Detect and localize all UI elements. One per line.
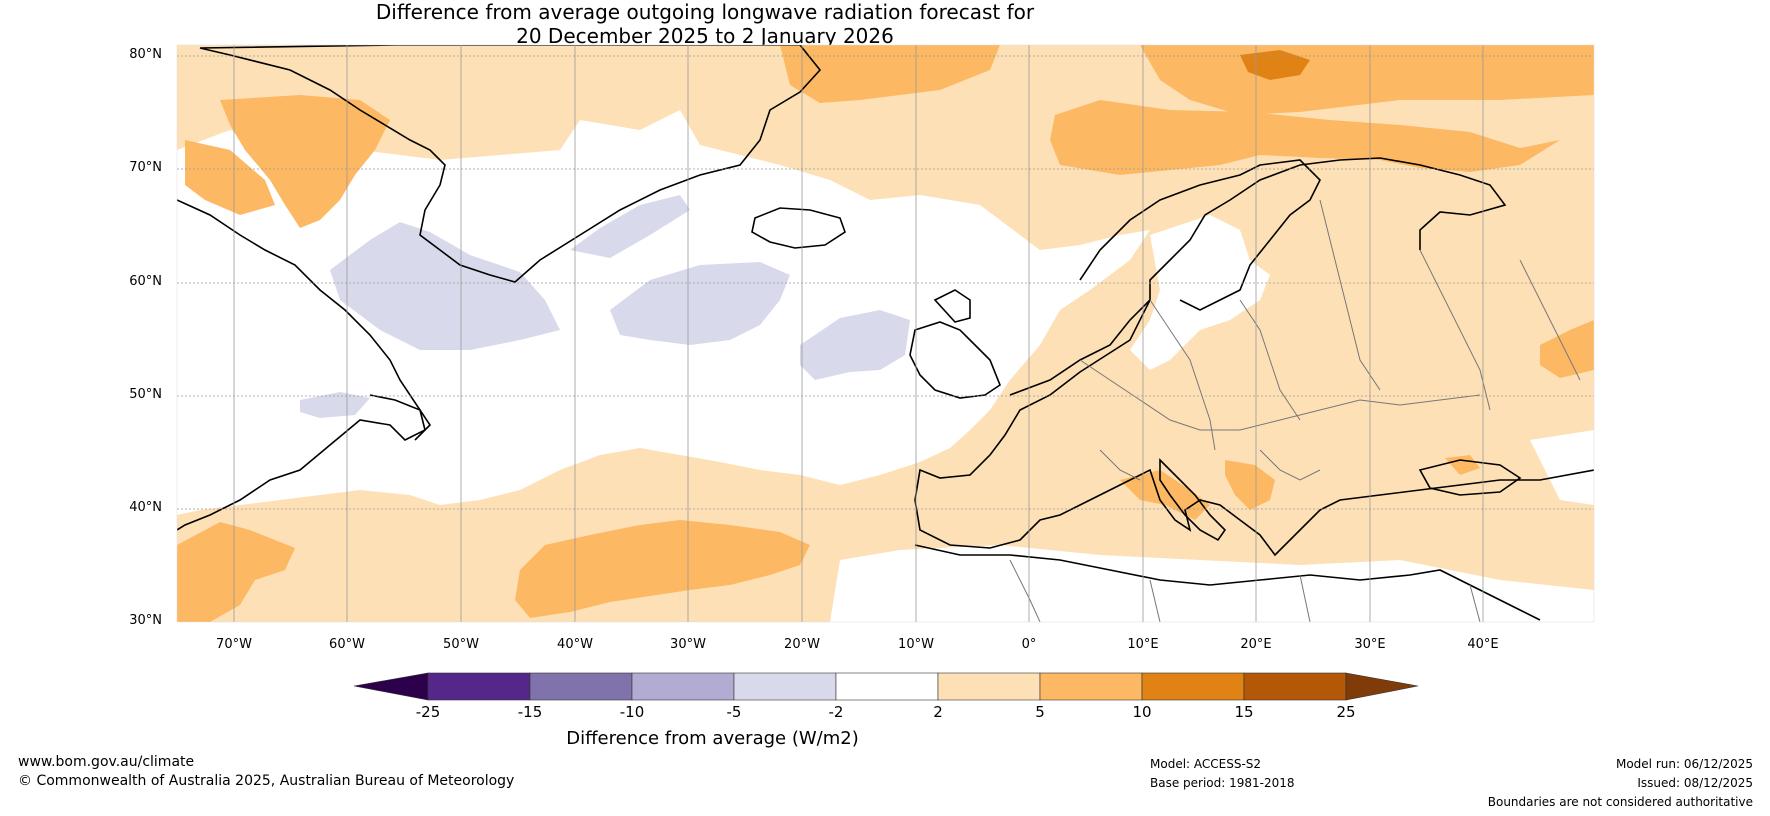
lon-label-20e: 20°E	[1240, 637, 1272, 652]
lon-label-0: 0°	[1021, 637, 1037, 652]
lon-label-70w: 70°W	[216, 637, 252, 652]
lon-label-30e: 30°E	[1354, 637, 1386, 652]
lon-label-30w: 30°W	[670, 637, 706, 652]
near-average-region-3	[830, 545, 1594, 622]
footer-model: Model: ACCESS-S2	[1150, 757, 1262, 771]
below-average-patch-5	[300, 392, 370, 418]
below-average-patch-4	[570, 195, 690, 258]
map-title: Difference from average outgoing longwav…	[0, 0, 1410, 48]
above-average-patch-black-sea	[1445, 455, 1480, 475]
above-average-patch-atlantic	[515, 520, 810, 618]
map-frame	[176, 44, 1595, 623]
colorbar-segment-1	[427, 672, 531, 701]
lat-label-30: 30°N	[129, 613, 162, 628]
colorbar-tick: -5	[726, 703, 742, 721]
colorbar-segment-3	[631, 672, 735, 701]
colorbar	[353, 672, 1419, 701]
colorbar-label-text: Difference from average (W/m2)	[566, 728, 859, 749]
above-average-patch-canada	[185, 140, 275, 215]
lat-label-80: 80°N	[129, 47, 162, 62]
footer-copyright: © Commonwealth of Australia 2025, Austra…	[18, 773, 515, 789]
colorbar-tick: 15	[1234, 703, 1254, 721]
map-field	[177, 45, 1594, 622]
footer-website: www.bom.gov.au/climate	[18, 754, 195, 770]
below-average-patch-3	[800, 310, 910, 380]
lon-label-20w: 20°W	[784, 637, 820, 652]
above-average-patch-norwegian-sea	[1050, 100, 1560, 175]
lon-label-60w: 60°W	[329, 637, 365, 652]
colorbar-segment-8	[1141, 672, 1245, 701]
above-average-patch-svalbard-strong	[1240, 50, 1310, 80]
near-average-region-2	[1130, 215, 1270, 370]
above-average-patch-east	[1540, 320, 1594, 378]
below-average-patch-1	[330, 222, 560, 350]
lat-label-50: 50°N	[129, 387, 162, 402]
colorbar-tick: 25	[1336, 703, 1356, 721]
lat-label-70: 70°N	[129, 160, 162, 175]
colorbar-segment-9	[1243, 672, 1347, 701]
colorbar-segment-6	[937, 672, 1041, 701]
coastlines	[177, 45, 1594, 621]
footer-model-run: Model run: 06/12/2025	[1615, 757, 1753, 771]
lon-label-40w: 40°W	[557, 637, 593, 652]
lat-label-40: 40°N	[129, 500, 162, 515]
colorbar-tick: 2	[933, 703, 943, 721]
colorbar-tick: 5	[1035, 703, 1045, 721]
above-average-patch-arctic	[780, 45, 1000, 103]
colorbar-tick: -2	[828, 703, 844, 721]
colorbar-tick: -25	[415, 703, 441, 721]
colorbar-segment-5	[835, 672, 939, 701]
graticule	[177, 45, 1594, 622]
lon-label-10w: 10°W	[898, 637, 934, 652]
lat-label-60: 60°N	[129, 274, 162, 289]
above-average-patch-balkans	[1225, 460, 1275, 510]
colorbar-tick: 10	[1132, 703, 1152, 721]
footer-base-period: Base period: 1981-2018	[1150, 776, 1295, 790]
colorbar-segment-4	[733, 672, 837, 701]
above-average-patch-greenland	[220, 95, 390, 228]
colorbar-tick: -15	[517, 703, 543, 721]
lon-label-10e: 10°E	[1127, 637, 1159, 652]
title-line-2: 20 December 2025 to 2 January 2026	[516, 24, 894, 48]
colorbar-extend-high	[1345, 672, 1419, 701]
title-line-1: Difference from average outgoing longwav…	[375, 0, 1035, 24]
lon-label-40e: 40°E	[1467, 637, 1499, 652]
colorbar-tick: -10	[619, 703, 645, 721]
above-average-patch-west	[177, 522, 295, 622]
footer-disclaimer: Boundaries are not considered authoritat…	[1487, 795, 1753, 809]
colorbar-extend-low	[353, 672, 429, 701]
near-average-region-4	[1530, 430, 1594, 505]
footer-issued: Issued: 08/12/2025	[1637, 776, 1753, 790]
colorbar-segment-2	[529, 672, 633, 701]
lon-label-50w: 50°W	[443, 637, 479, 652]
colorbar-label: Difference from average (W/m2)	[0, 728, 1770, 749]
colorbar-segment-7	[1039, 672, 1143, 701]
